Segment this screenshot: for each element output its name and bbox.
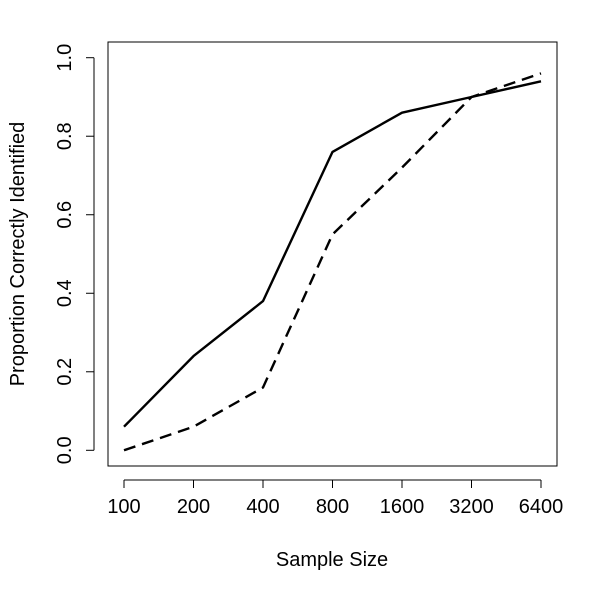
y-tick-label: 0.4 [54, 279, 76, 307]
x-tick-label: 1600 [380, 496, 425, 518]
y-tick-label: 0.6 [54, 201, 76, 229]
x-tick-label: 800 [316, 496, 349, 518]
y-tick-label: 0.0 [54, 436, 76, 464]
series-layer [123, 72, 542, 452]
y-tick-label: 1.0 [54, 44, 76, 72]
plot-frame [107, 41, 558, 467]
y-tick-label: 0.2 [54, 358, 76, 386]
dashed-series-line [123, 72, 542, 452]
x-tick-label: 3200 [449, 496, 494, 518]
y-axis-title: Proportion Correctly Identified [7, 122, 29, 387]
x-tick-label: 200 [177, 496, 210, 518]
x-tick-label: 6400 [519, 496, 564, 518]
solid-series-line [123, 80, 542, 428]
y-tick-label: 0.8 [54, 122, 76, 150]
x-tick-label: 100 [107, 496, 140, 518]
y-axis: 0.0 0.2 0.4 0.6 0.8 1.0 [54, 44, 95, 464]
x-axis-title: Sample Size [276, 549, 388, 571]
x-tick-label: 400 [246, 496, 279, 518]
x-axis: 100 200 400 800 1600 3200 6400 [107, 479, 564, 518]
